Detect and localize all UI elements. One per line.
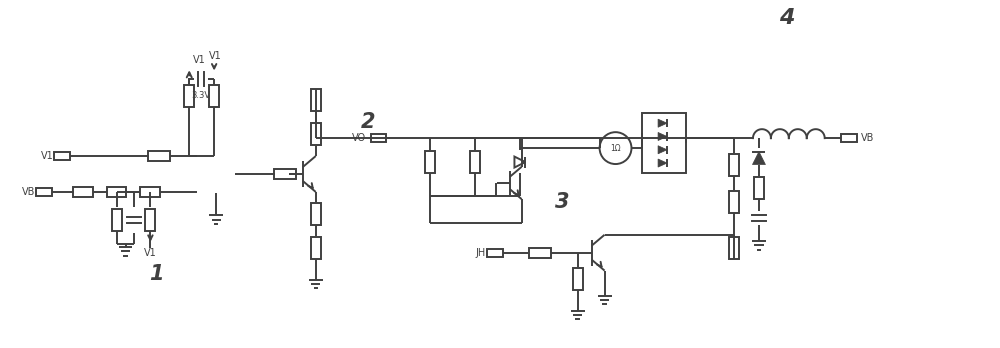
Bar xyxy=(642,113,686,173)
Polygon shape xyxy=(658,133,667,141)
Text: V1: V1 xyxy=(41,151,54,161)
Bar xyxy=(573,268,583,290)
Bar xyxy=(274,169,296,179)
Bar xyxy=(184,85,194,107)
Polygon shape xyxy=(658,159,667,167)
Text: JH: JH xyxy=(476,248,486,258)
Bar xyxy=(529,248,551,258)
Text: V1: V1 xyxy=(193,55,206,65)
Bar xyxy=(112,209,122,231)
Bar xyxy=(729,237,739,259)
Bar xyxy=(148,151,170,161)
Text: 2: 2 xyxy=(361,112,375,132)
Bar xyxy=(311,203,321,225)
Bar xyxy=(73,187,93,197)
Bar xyxy=(754,177,764,199)
Bar xyxy=(841,134,857,142)
Bar xyxy=(311,237,321,259)
Text: V1: V1 xyxy=(144,248,157,258)
Bar xyxy=(140,187,160,197)
Polygon shape xyxy=(658,146,667,154)
Bar xyxy=(209,85,219,107)
Bar xyxy=(487,249,503,257)
Bar xyxy=(729,191,739,213)
Bar xyxy=(145,209,155,231)
Text: 1: 1 xyxy=(149,263,164,284)
Bar xyxy=(54,152,70,160)
Text: 4: 4 xyxy=(779,8,794,27)
Bar xyxy=(107,187,126,197)
Text: 3: 3 xyxy=(555,192,569,212)
Text: VB: VB xyxy=(861,133,874,143)
Text: VB: VB xyxy=(21,187,35,197)
Text: 3.3V: 3.3V xyxy=(192,91,211,100)
Text: V1: V1 xyxy=(209,52,222,62)
Bar xyxy=(311,123,321,145)
Bar xyxy=(371,134,386,142)
Polygon shape xyxy=(658,119,667,127)
Bar xyxy=(425,151,435,173)
Bar xyxy=(729,154,739,176)
Bar xyxy=(36,188,52,196)
Bar xyxy=(470,151,480,173)
Bar xyxy=(311,89,321,111)
Polygon shape xyxy=(752,152,765,165)
Text: VO: VO xyxy=(352,133,367,143)
Text: 1Ω: 1Ω xyxy=(610,144,621,153)
